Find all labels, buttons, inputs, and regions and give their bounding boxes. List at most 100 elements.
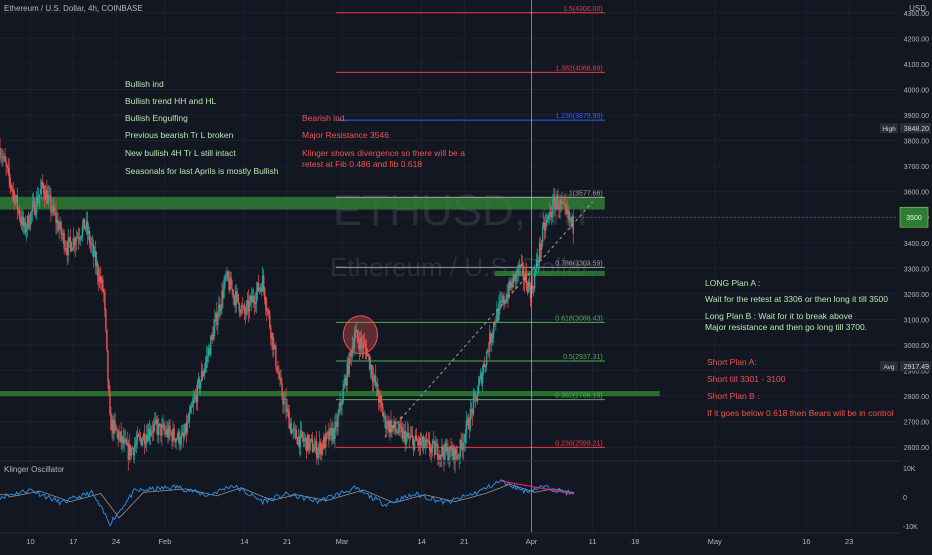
candle-body [485,351,488,365]
candle-body [391,425,393,433]
candle-body [522,265,525,280]
candle-body [131,448,134,449]
price-tick-label: 3600.00 [904,190,929,197]
symbol-title[interactable]: Ethereum / U.S. Dollar, 4h, COINBASE [4,4,143,13]
candle-body [115,425,117,431]
badge-value-bg [900,361,931,372]
candle-body [56,219,58,224]
divergence-line[interactable] [500,480,575,495]
candle-body [333,428,335,440]
candle-body [130,448,133,456]
current-price-badge[interactable] [899,206,929,228]
candle-body [26,216,29,229]
candle-body [445,443,447,451]
candle-body [435,446,437,456]
candle-body [36,196,39,204]
candle-body [539,243,542,251]
candle-body [465,420,468,434]
candle-body [324,436,326,448]
candle-body [354,332,357,338]
candle-body [253,301,256,305]
candle-body [179,443,181,445]
candle-body [193,397,196,401]
candle-body [267,310,269,312]
time-tick-label: Mar [336,537,349,546]
fib-label-1.5: 1.5(4300.00) [563,6,603,13]
candle-body [432,441,434,448]
candle-body [120,431,122,443]
candle-body [533,273,536,289]
candle-body [252,296,255,302]
candle-body [307,434,310,450]
candle-body [553,198,555,200]
candle-body [12,190,14,192]
candle-body [521,263,524,266]
candle-body [181,432,183,435]
candle-body [325,433,327,448]
candle-body [568,210,570,220]
candle-body [532,288,535,290]
candle-body [22,216,25,227]
candle-body [402,430,404,439]
candle-body [314,441,317,447]
candle-body [286,408,288,412]
candle-body [428,441,431,451]
price-axis-bg [900,0,932,550]
price-tick-label: 4300.00 [904,11,929,18]
candle-body [96,262,98,267]
candle-body [372,377,375,382]
candle-body [326,433,328,435]
candle-body [452,446,454,457]
candle-body [469,409,472,428]
candle-body [312,450,315,452]
candle-body [48,195,50,196]
candle-body [478,378,481,385]
candle-body [195,395,198,403]
candle-body [343,384,345,389]
candle-body [370,364,373,376]
candle-body [284,399,286,400]
candle-body [142,433,145,441]
candle-body [363,342,366,344]
candle-body [504,301,506,304]
candle-body [518,264,520,269]
candle-body [49,195,51,197]
time-axis[interactable]: 10 17 24 Feb 14 21 Mar 14 21 Apr 11 18 May 16 23 [26,537,853,546]
fib-label-1.382: 1.382(4066.89) [555,65,602,72]
candle-body [147,428,150,441]
candle-body [168,425,170,438]
candle-body [99,276,101,282]
candle-body [322,444,324,449]
candle-body [418,438,421,446]
candle-body [233,295,235,298]
short-plan-title: Short Plan A: [707,357,757,367]
candle-body [113,420,115,434]
candle-body [117,431,119,440]
candle-body [353,337,356,349]
candle-body [266,307,268,312]
fibonacci-retracement[interactable]: 1.5(4300.00) 1.382(4066.89) 1.236(3879.90)… [335,6,605,448]
bullish-note-4: Previous bearish Tr L broken [125,130,234,140]
candle-body [201,371,204,377]
candle-body [9,177,11,185]
bullish-note-3: Bullish Engulfing [125,113,188,123]
candle-body [374,375,377,386]
indicator-title[interactable]: Klinger Oscillator [4,465,65,474]
candle-body [236,291,238,295]
candle-body [146,434,149,441]
candle-body [449,446,451,458]
highlight-circle [342,315,378,355]
candle-body [111,419,113,431]
trendline[interactable] [384,201,593,438]
candle-body [217,316,219,326]
candle-body [434,441,436,456]
candle-body [28,225,31,228]
price-axis[interactable]: 2600.00 2700.00 2800.00 2900.00 3000.00 3100.… [880,0,932,550]
candle-body [127,442,129,460]
candle-body [460,439,462,445]
candle-body [438,458,440,460]
candle-body [79,238,82,239]
currency-label[interactable]: USD [909,4,926,13]
